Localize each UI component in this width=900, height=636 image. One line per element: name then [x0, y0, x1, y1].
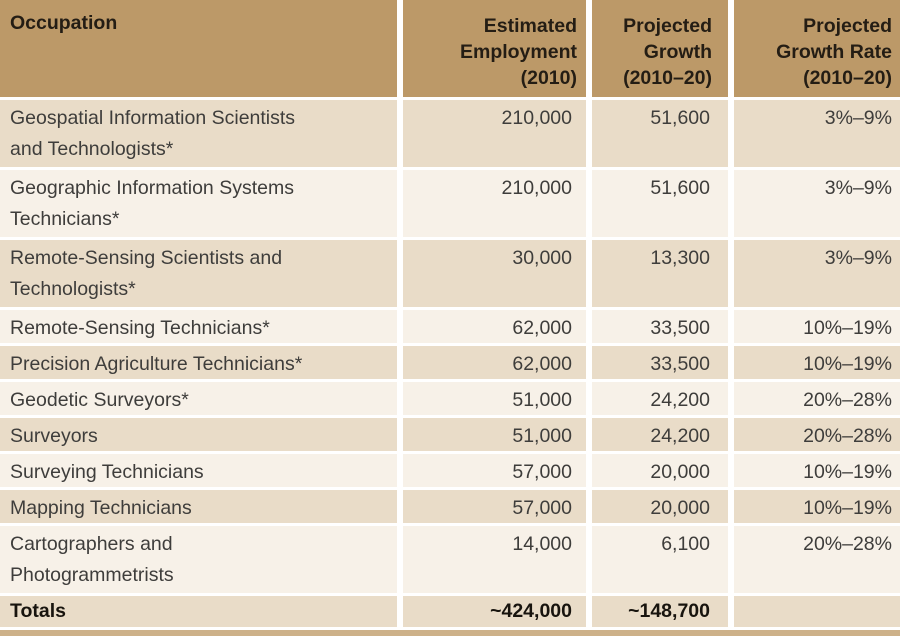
occupation-cell: Geographic Information Systems Technicia… [0, 170, 397, 237]
totals-row: Totals ~424,000 ~148,700 [0, 596, 900, 627]
totals-growth-cell: ~148,700 [592, 596, 728, 627]
rate-cell: 10%–19% [734, 346, 900, 379]
growth-cell: 33,500 [592, 310, 728, 343]
header-cell-projected-growth-rate: Projected Growth Rate (2010–20) [734, 0, 900, 97]
table-row: Remote-Sensing Technicians* 62,000 33,50… [0, 310, 900, 343]
rate-cell: 20%–28% [734, 382, 900, 415]
occupation-cell: Geospatial Information Scientists and Te… [0, 100, 397, 167]
growth-cell: 33,500 [592, 346, 728, 379]
header-cell-projected-growth: Projected Growth (2010–20) [592, 0, 728, 97]
table-row: Geospatial Information Scientists and Te… [0, 100, 900, 167]
table-row: Cartographers and Photogrammetrists 14,0… [0, 526, 900, 593]
growth-cell: 20,000 [592, 490, 728, 523]
growth-cell: 13,300 [592, 240, 728, 307]
employment-cell: 51,000 [403, 418, 586, 451]
table-body: Geospatial Information Scientists and Te… [0, 100, 900, 593]
employment-cell: 30,000 [403, 240, 586, 307]
occupation-cell: Precision Agriculture Technicians* [0, 346, 397, 379]
growth-cell: 20,000 [592, 454, 728, 487]
employment-cell: 210,000 [403, 170, 586, 237]
occupation-cell: Remote-Sensing Technicians* [0, 310, 397, 343]
rate-cell: 3%–9% [734, 100, 900, 167]
employment-cell: 57,000 [403, 454, 586, 487]
growth-cell: 6,100 [592, 526, 728, 593]
totals-label-cell: Totals [0, 596, 397, 627]
occupation-cell: Remote-Sensing Scientists and Technologi… [0, 240, 397, 307]
occupation-cell: Geodetic Surveyors* [0, 382, 397, 415]
occupation-cell: Mapping Technicians [0, 490, 397, 523]
occupation-cell: Surveying Technicians [0, 454, 397, 487]
table-row: Surveyors 51,000 24,200 20%–28% [0, 418, 900, 451]
occupation-cell: Cartographers and Photogrammetrists [0, 526, 397, 593]
growth-cell: 24,200 [592, 382, 728, 415]
growth-cell: 24,200 [592, 418, 728, 451]
table-row: Geodetic Surveyors* 51,000 24,200 20%–28… [0, 382, 900, 415]
employment-cell: 210,000 [403, 100, 586, 167]
rate-cell: 20%–28% [734, 526, 900, 593]
table-row: Geographic Information Systems Technicia… [0, 170, 900, 237]
rate-cell: 10%–19% [734, 490, 900, 523]
header-cell-occupation: Occupation [0, 0, 397, 97]
occupation-cell: Surveyors [0, 418, 397, 451]
employment-cell: 57,000 [403, 490, 586, 523]
rate-cell: 10%–19% [734, 310, 900, 343]
employment-cell: 62,000 [403, 310, 586, 343]
rate-cell: 10%–19% [734, 454, 900, 487]
header-cell-estimated-employment: Estimated Employment (2010) [403, 0, 586, 97]
employment-cell: 14,000 [403, 526, 586, 593]
table-row: Surveying Technicians 57,000 20,000 10%–… [0, 454, 900, 487]
growth-cell: 51,600 [592, 170, 728, 237]
growth-cell: 51,600 [592, 100, 728, 167]
table-row: Precision Agriculture Technicians* 62,00… [0, 346, 900, 379]
rate-cell: 3%–9% [734, 170, 900, 237]
table-header-row: Occupation Estimated Employment (2010) P… [0, 0, 900, 97]
totals-rate-cell [734, 596, 900, 627]
employment-cell: 51,000 [403, 382, 586, 415]
rate-cell: 20%–28% [734, 418, 900, 451]
employment-cell: 62,000 [403, 346, 586, 379]
totals-employment-cell: ~424,000 [403, 596, 586, 627]
table-bottom-band [0, 630, 900, 636]
table-row: Mapping Technicians 57,000 20,000 10%–19… [0, 490, 900, 523]
table-row: Remote-Sensing Scientists and Technologi… [0, 240, 900, 307]
rate-cell: 3%–9% [734, 240, 900, 307]
